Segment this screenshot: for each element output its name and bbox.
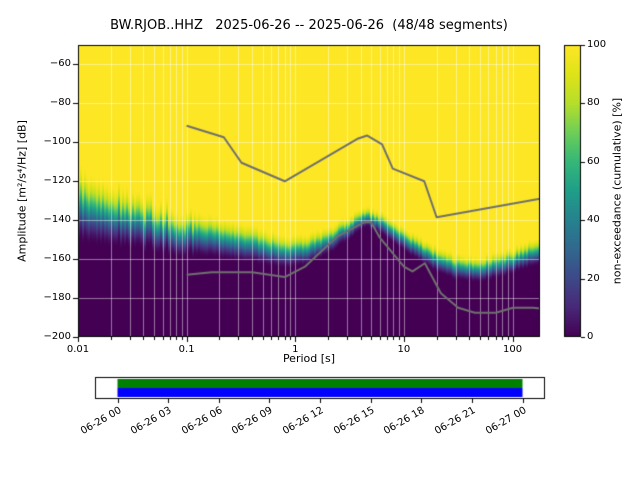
x-tick-label: 100 <box>502 344 523 355</box>
y-tick-label: −80 <box>49 97 71 109</box>
x-tick-label: 1 <box>292 344 299 355</box>
x-tick-label: 0.01 <box>66 344 90 355</box>
y-axis-label: Amplitude [m²/s⁴/Hz] [dB] <box>15 120 29 262</box>
colorbar-tick-label: 40 <box>587 214 600 226</box>
colorbar-tick-label: 100 <box>587 39 607 50</box>
y-tick-label: −140 <box>43 214 71 226</box>
y-tick-label: −120 <box>43 175 71 187</box>
colorbar-tick-label: 60 <box>587 155 600 167</box>
x-tick-label: 0.1 <box>178 344 195 355</box>
y-tick-label: −100 <box>43 136 71 148</box>
y-tick-label: −60 <box>49 58 71 70</box>
y-tick-label: −200 <box>43 331 71 342</box>
plot-title: BW.RJOB..HHZ 2025-06-26 -- 2025-06-26 (4… <box>110 18 508 33</box>
colorbar-tick-label: 80 <box>587 97 600 109</box>
x-tick-label: 10 <box>397 344 411 355</box>
colorbar-tick-label: 20 <box>587 272 600 284</box>
x-axis-label: Period [s] <box>282 352 336 365</box>
y-tick-label: −160 <box>43 253 71 265</box>
colorbar-tick-label: 0 <box>587 331 594 342</box>
y-tick-label: −180 <box>43 292 71 304</box>
colorbar-label: non-exceedance (cumulative) [%] <box>610 97 624 285</box>
